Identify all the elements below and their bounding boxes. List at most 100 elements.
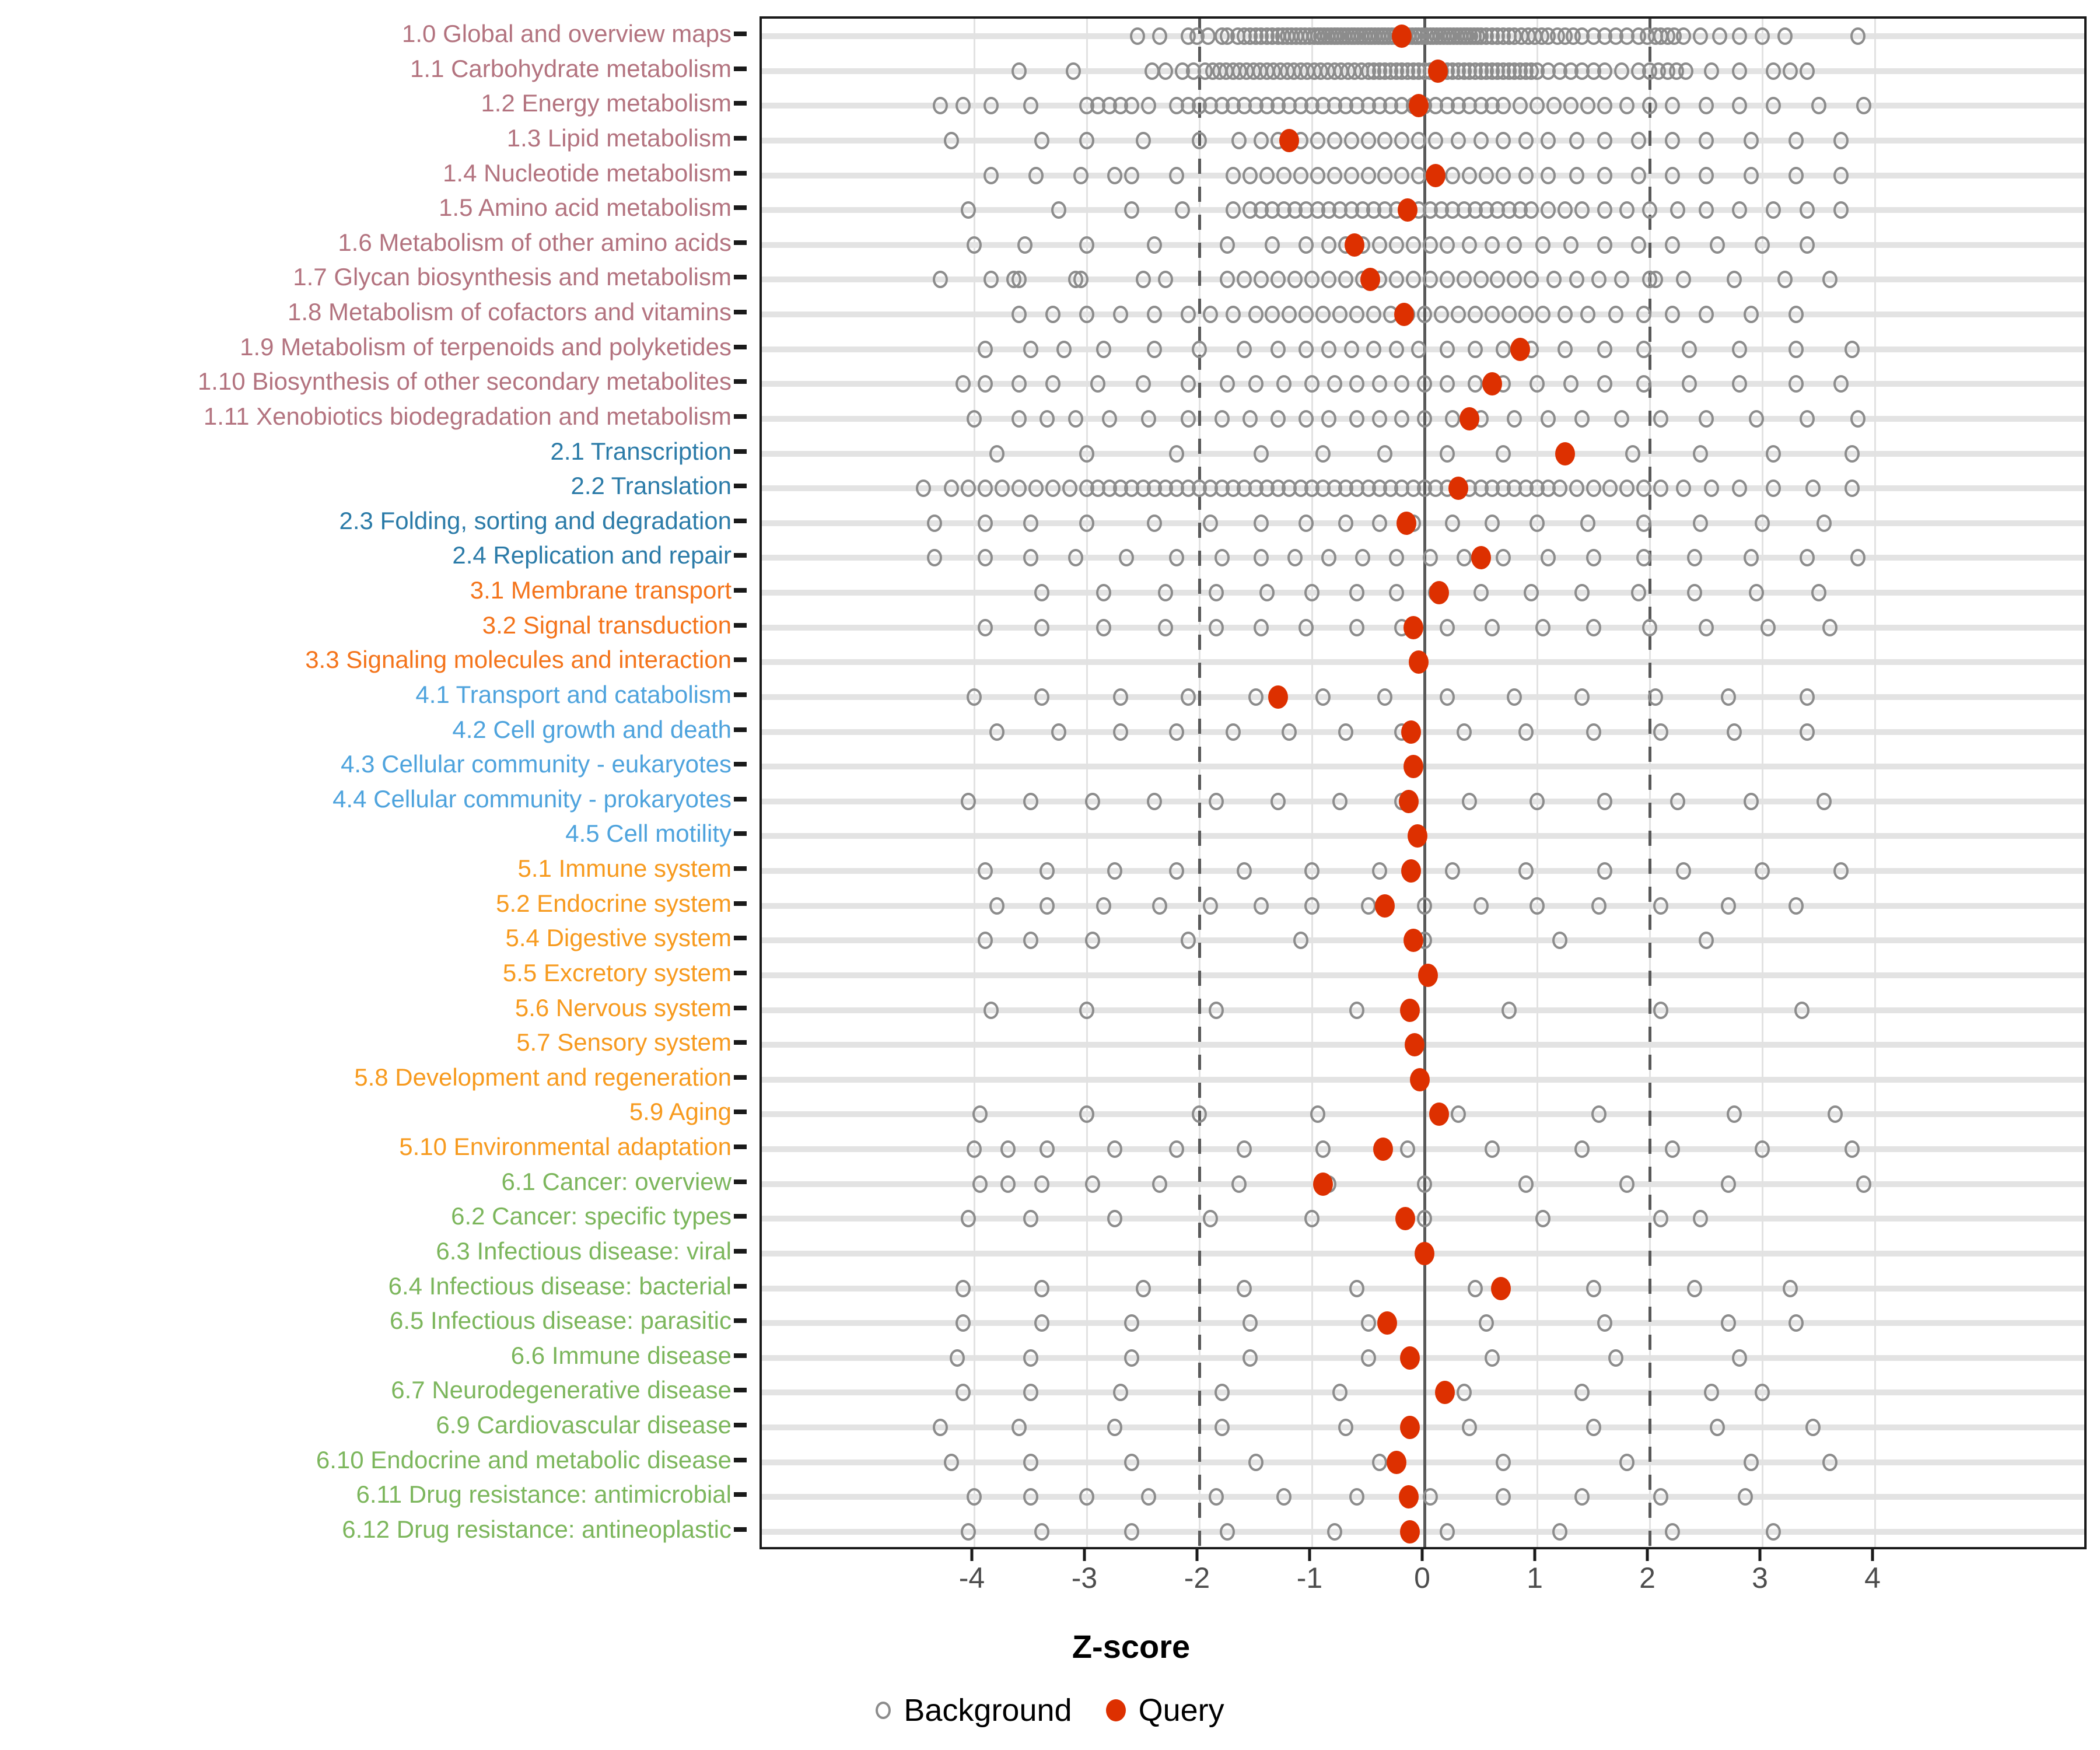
background-point xyxy=(1310,1105,1325,1124)
query-point[interactable] xyxy=(1448,477,1468,501)
background-point xyxy=(1192,131,1207,149)
background-point xyxy=(1541,201,1556,219)
query-point[interactable] xyxy=(1460,407,1480,430)
query-point[interactable] xyxy=(1395,1207,1416,1231)
query-point[interactable] xyxy=(1398,789,1419,813)
query-point[interactable] xyxy=(1404,1033,1424,1057)
query-point[interactable] xyxy=(1386,1450,1406,1474)
query-point[interactable] xyxy=(1399,1346,1420,1370)
query-point[interactable] xyxy=(1399,1520,1420,1544)
query-point[interactable] xyxy=(1429,1102,1450,1126)
background-point xyxy=(1530,792,1545,810)
query-point[interactable] xyxy=(1394,303,1415,327)
query-point[interactable] xyxy=(1410,1068,1430,1091)
query-point[interactable] xyxy=(1510,337,1531,361)
query-point[interactable] xyxy=(1555,442,1576,466)
background-point xyxy=(1496,549,1511,567)
background-point xyxy=(1146,306,1162,324)
query-point[interactable] xyxy=(1409,650,1429,674)
y-axis-label: 5.2 Endocrine system xyxy=(496,889,732,917)
x-tick-label: -2 xyxy=(1184,1562,1210,1594)
query-point[interactable] xyxy=(1434,1381,1455,1405)
query-point[interactable] xyxy=(1396,511,1417,535)
background-point xyxy=(1112,688,1128,706)
query-point[interactable] xyxy=(1377,1311,1398,1335)
x-axis: -4 -3 -2 -1 0 1 2 3 4 xyxy=(760,1549,2087,1619)
query-point[interactable] xyxy=(1409,94,1429,118)
background-point xyxy=(1315,444,1331,463)
query-point[interactable] xyxy=(1401,720,1421,744)
query-point[interactable] xyxy=(1426,163,1446,187)
background-point xyxy=(1158,618,1174,636)
y-tick-mark xyxy=(734,32,747,36)
query-point[interactable] xyxy=(1403,615,1423,639)
query-point[interactable] xyxy=(1279,128,1300,152)
query-point[interactable] xyxy=(1360,268,1381,292)
y-tick-mark xyxy=(734,518,747,523)
background-point xyxy=(983,271,999,289)
background-point xyxy=(1822,1453,1838,1471)
background-point xyxy=(1000,1175,1016,1193)
background-point xyxy=(972,1175,988,1193)
background-point xyxy=(1743,1453,1759,1471)
query-point[interactable] xyxy=(1345,233,1365,257)
background-point xyxy=(1788,1314,1804,1332)
background-point xyxy=(983,166,999,184)
background-point xyxy=(1034,1523,1049,1541)
background-point xyxy=(1135,375,1151,393)
background-point xyxy=(1208,1488,1224,1506)
query-point[interactable] xyxy=(1398,198,1418,222)
y-tick-mark xyxy=(734,1005,747,1010)
query-point[interactable] xyxy=(1471,546,1491,570)
background-point xyxy=(1107,1419,1123,1437)
background-point xyxy=(1045,375,1061,393)
background-point xyxy=(1254,897,1269,915)
y-tick-mark xyxy=(734,1353,747,1358)
background-point xyxy=(1800,410,1815,428)
query-point[interactable] xyxy=(1399,998,1420,1022)
query-point[interactable] xyxy=(1268,685,1289,709)
background-point xyxy=(1817,792,1832,810)
background-point xyxy=(1169,166,1185,184)
background-point xyxy=(1619,480,1635,498)
query-point[interactable] xyxy=(1408,824,1428,848)
background-point xyxy=(1597,1314,1612,1332)
y-tick-mark xyxy=(734,1179,747,1184)
background-point xyxy=(1653,723,1669,741)
background-point xyxy=(1293,166,1308,184)
query-point[interactable] xyxy=(1403,755,1423,779)
background-point xyxy=(1180,932,1196,950)
query-point[interactable] xyxy=(1373,1138,1393,1161)
query-point[interactable] xyxy=(1482,372,1502,396)
x-tick-mark xyxy=(1646,1549,1649,1561)
query-point[interactable] xyxy=(1392,24,1412,48)
background-point xyxy=(1450,131,1466,149)
background-point xyxy=(1360,131,1376,149)
query-point[interactable] xyxy=(1403,929,1423,953)
background-point xyxy=(1315,688,1331,706)
background-point xyxy=(933,97,949,115)
legend-item-background[interactable]: Background xyxy=(876,1695,1072,1726)
query-point[interactable] xyxy=(1428,59,1448,83)
query-point[interactable] xyxy=(1429,581,1450,605)
legend-item-query[interactable]: Query xyxy=(1105,1695,1224,1726)
background-point xyxy=(1698,131,1714,149)
query-point[interactable] xyxy=(1399,1416,1420,1440)
query-point[interactable] xyxy=(1491,1276,1511,1300)
query-point[interactable] xyxy=(1418,963,1438,987)
background-point xyxy=(1354,549,1370,567)
query-point[interactable] xyxy=(1375,894,1395,918)
background-point xyxy=(1242,166,1258,184)
background-point xyxy=(1158,62,1174,80)
background-point xyxy=(1225,306,1241,324)
background-point xyxy=(1338,514,1353,532)
query-point[interactable] xyxy=(1401,859,1421,883)
background-point xyxy=(1712,27,1727,45)
background-point xyxy=(989,723,1005,741)
query-point[interactable] xyxy=(1398,1485,1419,1509)
query-point[interactable] xyxy=(1415,1241,1434,1265)
background-point xyxy=(1040,1140,1055,1158)
query-point[interactable] xyxy=(1313,1172,1334,1196)
x-tick-mark xyxy=(970,1549,974,1561)
background-point xyxy=(1597,236,1612,254)
